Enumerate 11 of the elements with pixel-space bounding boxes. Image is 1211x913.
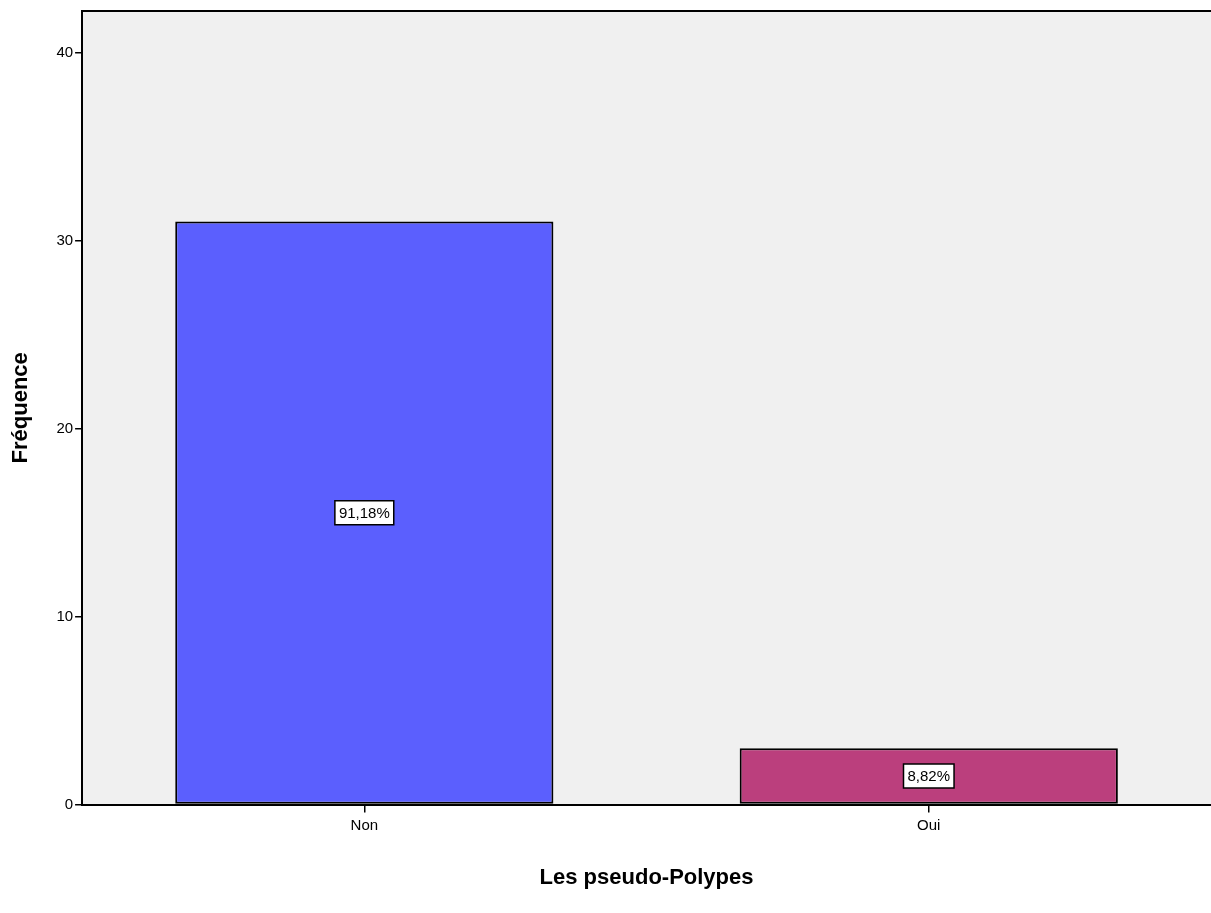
y-tick-label: 30 <box>56 230 74 248</box>
y-tick-label: 40 <box>56 42 74 60</box>
y-tick-label: 20 <box>56 418 74 436</box>
annotation: 91,18% <box>338 503 390 521</box>
y-tick-label: 10 <box>56 606 74 624</box>
y-tick-label: 0 <box>64 794 74 812</box>
annotation: 8,82% <box>907 767 951 785</box>
x-tick-label: Oui <box>917 815 941 833</box>
y-axis-title: Fréquence <box>7 352 33 464</box>
x-axis-title: Les pseudo-Polypes <box>539 863 754 889</box>
x-tick-label: Non <box>350 815 379 833</box>
